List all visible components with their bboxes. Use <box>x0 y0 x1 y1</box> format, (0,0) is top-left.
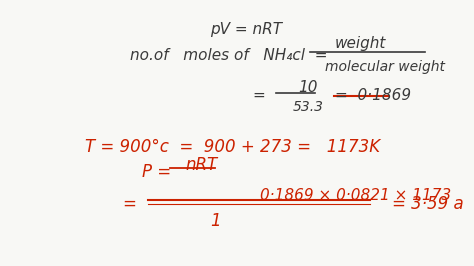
Text: T = 900°c  =  900 + 273 =   1173K: T = 900°c = 900 + 273 = 1173K <box>85 138 380 156</box>
Text: =: = <box>252 88 265 103</box>
Text: = 3·59 a: = 3·59 a <box>392 195 464 213</box>
Text: =  0·1869: = 0·1869 <box>335 88 411 103</box>
Text: molecular weight: molecular weight <box>325 60 445 74</box>
Text: 10: 10 <box>298 80 318 95</box>
Text: nRT: nRT <box>185 156 217 174</box>
Text: pV = nRT: pV = nRT <box>210 22 282 37</box>
Text: 0·1869 × 0·0821 × 1173: 0·1869 × 0·0821 × 1173 <box>260 188 451 203</box>
Text: 1: 1 <box>210 212 220 230</box>
Text: 53.3: 53.3 <box>293 100 324 114</box>
Text: P =: P = <box>142 163 171 181</box>
Text: no.of   moles of   NH₄cl  =: no.of moles of NH₄cl = <box>130 48 328 63</box>
Text: =: = <box>122 195 136 213</box>
Text: weight: weight <box>335 36 386 51</box>
